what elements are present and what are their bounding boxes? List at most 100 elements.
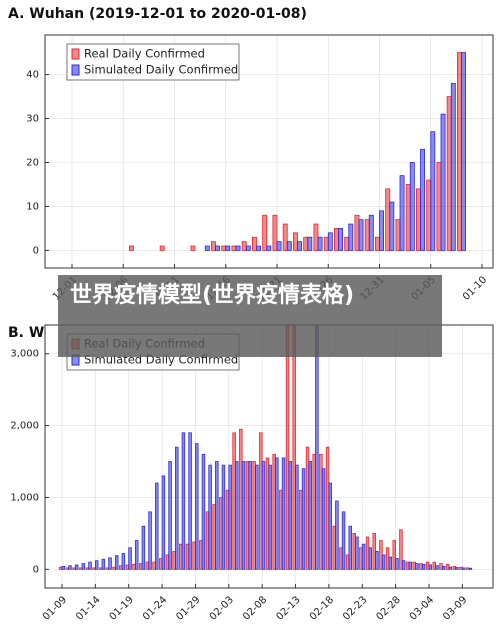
bar [327,232,333,251]
bar [361,543,366,570]
bar [85,567,90,570]
bar [215,245,220,251]
bar [179,543,183,570]
bar [228,464,232,570]
bar [325,446,330,570]
bar [459,566,463,570]
bar [348,223,354,251]
bar [315,325,319,570]
bar [281,457,286,570]
bar [221,464,226,570]
x-tick-label: 01-10 [461,274,489,302]
x-tick-label: 02-03 [208,594,236,622]
bar [339,547,343,570]
bar [307,236,313,251]
y-tick-label: 0 [33,564,39,575]
bar [452,566,457,570]
x-tick-label: 02-08 [241,594,269,622]
bar [448,566,453,570]
bar [148,511,152,570]
bar [210,241,216,251]
bar [58,566,63,570]
bar [245,461,250,570]
bar [399,529,403,570]
bar [288,461,292,570]
bar [225,489,230,570]
bar [401,560,406,570]
bar [301,468,306,570]
bar [168,461,172,570]
bar [181,432,186,570]
bars [128,52,466,251]
legend-label: Real Daily Confirmed [84,47,205,61]
bar [385,188,391,251]
bar [405,561,410,570]
bar [321,468,326,570]
bar [190,245,196,251]
bar [385,547,390,570]
bar [241,241,247,251]
bar [235,245,241,251]
bar [132,563,136,570]
bar [145,561,150,570]
bar [94,560,99,570]
bar [195,443,199,570]
bar [395,558,399,570]
x-tick-label: 01-09 [41,594,69,622]
bar [248,461,252,570]
bar [159,245,165,251]
bars [58,325,473,570]
bar [379,540,383,570]
bar [368,547,372,570]
y-tick-label: 1,000 [10,492,39,503]
bar [432,561,437,570]
bar [420,148,425,251]
bar [282,223,288,251]
bar [345,554,350,570]
bar [419,563,423,570]
bar [388,556,393,570]
bar [161,475,166,570]
bar [88,561,92,570]
bar [395,219,401,251]
bar [352,532,356,570]
bar [430,131,436,251]
bar [323,236,329,251]
chart-title: A. Wuhan (2019-12-01 to 2020-01-08) [8,6,307,22]
bar [332,525,336,570]
x-tick-label: 02-13 [274,594,302,622]
bar [305,446,310,570]
bar [272,214,278,251]
bar [259,432,263,570]
bar [266,245,272,251]
bar [172,550,176,570]
bar [415,563,419,570]
bar [354,214,360,251]
bar [375,550,379,570]
bar [212,504,216,570]
bar [232,432,236,570]
bar [313,223,319,251]
bar [435,565,439,570]
bar [265,457,270,570]
bar [231,245,237,251]
bar [374,236,380,251]
bar [138,563,143,570]
bar [81,563,86,570]
x-tick-label: 02-23 [341,594,369,622]
bar [408,561,413,570]
bar [450,82,456,251]
bar [389,201,395,251]
bar [297,241,302,251]
bar [392,540,397,570]
bar [245,245,251,251]
bar [456,52,462,251]
bar [421,563,426,570]
bar [333,228,339,251]
bar [65,567,70,570]
bar [125,564,130,570]
y-tick-label: 0 [33,245,39,256]
bar [308,461,312,570]
bar [319,453,323,570]
